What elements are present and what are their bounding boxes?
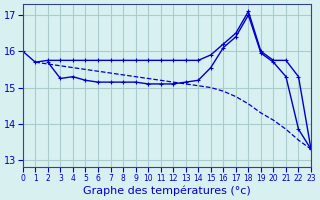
X-axis label: Graphe des températures (°c): Graphe des températures (°c) [83, 185, 251, 196]
